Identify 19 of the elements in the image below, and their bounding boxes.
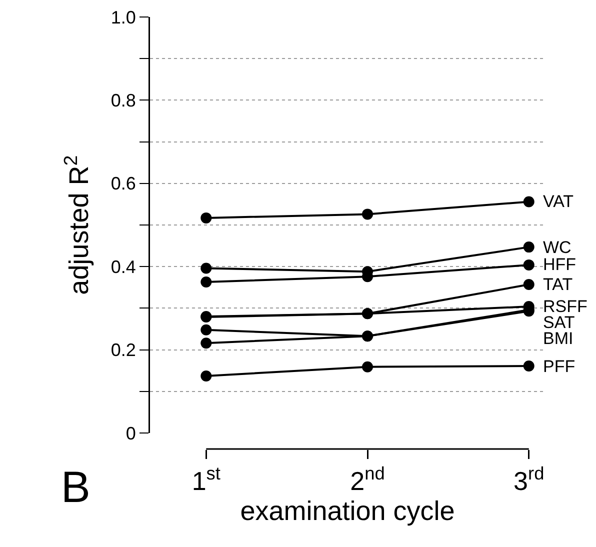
x-axis-title: examination cycle (240, 496, 455, 526)
y-tick-label: 1.0 (110, 7, 136, 28)
series-label: WC (543, 238, 572, 257)
series-label: RSFF (543, 297, 588, 316)
y-tick-label: 0.6 (110, 174, 136, 194)
series-label: SAT (543, 313, 575, 332)
y-tick-label: 0 (126, 423, 136, 444)
y-tick-label: 0.4 (110, 256, 136, 277)
series-label: HFF (543, 255, 576, 274)
x-tick-label: 1$^{st}$ (192, 463, 220, 496)
x-tick-label: 2$^{nd}$ (350, 463, 385, 496)
series-label: VAT (543, 192, 574, 211)
x-tick-label: 3$^{rd}$ (514, 463, 544, 496)
text: B (61, 463, 90, 512)
y-tick-label: 0.8 (110, 90, 136, 110)
y-tick-label: 0.2 (110, 340, 136, 360)
series-label: PFF (543, 357, 576, 376)
series-label: BMI (543, 329, 574, 348)
series-label: TAT (543, 275, 573, 294)
